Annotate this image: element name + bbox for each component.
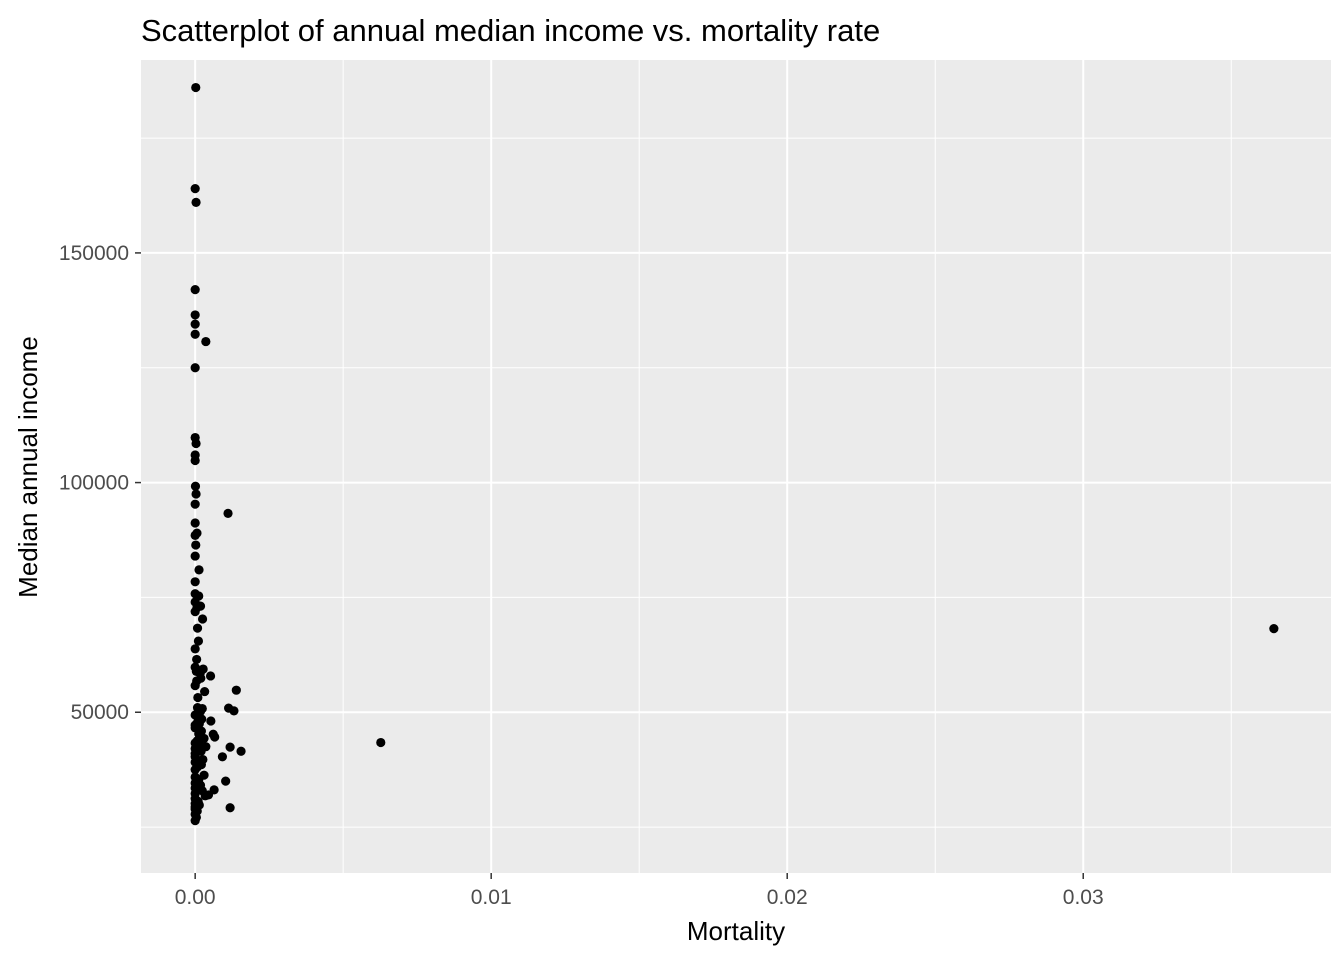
data-point <box>206 716 216 726</box>
y-tick-label: 150000 <box>59 242 129 265</box>
data-point <box>191 540 201 550</box>
x-axis-title: Mortality <box>687 916 785 946</box>
y-axis: 50000 100000 150000 <box>59 242 141 724</box>
data-point <box>191 82 201 93</box>
data-point <box>194 565 204 575</box>
data-point <box>193 636 204 646</box>
data-point <box>223 508 233 518</box>
data-point <box>190 607 200 617</box>
x-axis: 0.00 0.01 0.02 0.03 <box>175 873 1104 909</box>
data-point <box>197 614 208 624</box>
data-point <box>208 729 218 739</box>
data-point <box>190 329 200 339</box>
data-point <box>229 706 239 716</box>
data-point <box>190 363 200 373</box>
y-tick-label: 100000 <box>59 472 129 495</box>
data-point <box>190 530 200 540</box>
data-point <box>190 816 200 826</box>
x-tick-label: 0.02 <box>767 886 808 909</box>
data-point <box>200 791 210 801</box>
data-point <box>190 455 200 466</box>
data-point <box>190 577 200 587</box>
data-point <box>190 285 200 295</box>
data-point <box>192 654 202 665</box>
data-point <box>190 644 200 654</box>
data-point <box>191 489 201 499</box>
data-point <box>1269 624 1279 634</box>
data-point <box>190 680 200 691</box>
chart-title: Scatterplot of annual median income vs. … <box>141 13 880 48</box>
data-point <box>190 319 200 329</box>
x-tick-label: 0.00 <box>175 886 216 909</box>
data-point <box>190 765 200 775</box>
data-point <box>225 803 235 813</box>
data-point <box>191 197 201 207</box>
data-point <box>221 776 231 786</box>
y-axis-title: Median annual income <box>13 336 43 598</box>
data-point <box>190 551 200 561</box>
data-point <box>205 671 216 681</box>
data-point <box>190 184 200 194</box>
data-point <box>225 742 235 752</box>
data-point <box>376 737 386 748</box>
data-point <box>190 310 200 320</box>
grid-lines <box>141 60 1331 873</box>
data-point <box>190 481 201 491</box>
data-point <box>193 692 203 703</box>
data-point <box>231 685 241 695</box>
data-point <box>236 746 246 756</box>
x-tick-label: 0.01 <box>471 886 512 909</box>
data-point <box>191 438 201 449</box>
x-tick-label: 0.03 <box>1063 886 1104 909</box>
data-points <box>190 82 1279 826</box>
data-point <box>201 336 211 347</box>
data-point <box>192 623 203 633</box>
data-point <box>190 518 200 528</box>
data-point <box>217 752 228 762</box>
plot-panel-background <box>141 60 1331 873</box>
y-tick-label: 50000 <box>71 701 129 724</box>
data-point <box>200 686 210 697</box>
data-point <box>190 499 200 509</box>
